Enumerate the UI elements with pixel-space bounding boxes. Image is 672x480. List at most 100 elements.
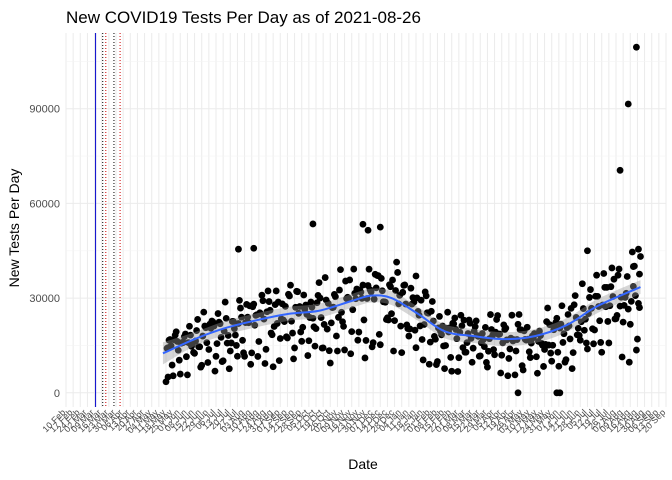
data-point — [498, 351, 506, 359]
data-point — [635, 245, 642, 253]
data-point — [377, 274, 385, 282]
data-point — [553, 314, 561, 322]
data-point — [291, 344, 298, 352]
data-point — [259, 297, 267, 305]
x-axis-title: Date — [348, 456, 378, 472]
data-point — [448, 367, 456, 375]
data-point — [241, 352, 248, 360]
data-point — [557, 320, 565, 328]
data-point — [264, 287, 272, 295]
data-point — [562, 356, 570, 364]
data-point — [406, 325, 414, 333]
data-point — [505, 355, 513, 362]
data-point — [497, 369, 505, 377]
data-point — [362, 337, 370, 344]
y-tick-label: 90000 — [29, 104, 60, 116]
data-point — [471, 323, 479, 331]
data-point — [605, 339, 613, 347]
data-point — [515, 311, 523, 318]
data-point — [359, 220, 367, 228]
data-point — [417, 296, 425, 304]
data-point — [172, 328, 180, 336]
data-point — [196, 343, 204, 351]
data-point — [458, 322, 466, 330]
data-point — [364, 226, 372, 234]
data-point — [523, 323, 531, 331]
data-point — [345, 294, 353, 302]
data-point — [494, 312, 502, 319]
data-point — [628, 248, 636, 256]
data-point — [412, 272, 420, 280]
data-point — [590, 340, 597, 348]
data-point — [584, 247, 591, 255]
data-point — [273, 320, 281, 327]
data-point — [426, 338, 434, 346]
data-point — [225, 365, 233, 373]
data-point — [556, 389, 564, 397]
data-point — [576, 336, 584, 344]
data-point — [637, 253, 644, 260]
data-point — [514, 320, 522, 328]
data-point — [472, 317, 480, 325]
data-point — [261, 360, 269, 367]
data-point — [309, 314, 317, 322]
data-point — [319, 344, 327, 352]
data-point — [312, 325, 320, 333]
data-point — [250, 300, 258, 308]
data-point — [616, 166, 624, 174]
data-point — [485, 347, 492, 355]
data-point — [558, 302, 566, 310]
data-point — [281, 302, 289, 310]
data-point — [596, 317, 604, 325]
data-point — [466, 319, 474, 327]
data-point — [378, 287, 386, 295]
data-point — [593, 271, 601, 279]
data-point — [346, 276, 354, 284]
data-point — [290, 355, 297, 363]
data-point — [381, 298, 389, 306]
data-point — [399, 288, 407, 296]
data-point — [355, 328, 363, 336]
reference-lines — [95, 33, 121, 407]
data-point — [327, 319, 335, 327]
data-point — [376, 223, 384, 231]
y-tick-label: 0 — [54, 388, 60, 400]
data-point — [337, 266, 344, 274]
data-point — [540, 363, 547, 370]
data-point — [168, 361, 176, 369]
data-point — [594, 292, 602, 300]
data-point — [357, 288, 365, 296]
data-point — [231, 331, 239, 339]
data-point — [468, 358, 476, 366]
data-point — [526, 354, 534, 361]
data-point — [407, 284, 415, 292]
data-point — [219, 357, 227, 365]
data-point — [304, 352, 312, 359]
chart-title: New COVID19 Tests Per Day as of 2021-08-… — [66, 8, 421, 27]
data-point — [296, 303, 304, 310]
data-point — [360, 316, 368, 324]
data-point — [629, 263, 637, 270]
data-point — [579, 305, 587, 312]
data-point — [211, 367, 219, 375]
data-point — [294, 288, 302, 296]
data-point — [367, 288, 375, 296]
data-point — [428, 298, 436, 305]
data-point — [214, 310, 222, 317]
data-point — [365, 265, 373, 273]
data-point — [478, 330, 486, 337]
data-point — [324, 299, 332, 307]
data-point — [441, 365, 448, 372]
data-point — [549, 341, 557, 349]
data-point — [397, 322, 405, 330]
data-point — [544, 304, 552, 312]
data-point — [341, 346, 348, 354]
data-point — [227, 339, 235, 347]
data-point — [453, 335, 461, 343]
data-point — [411, 326, 419, 334]
data-point — [527, 339, 535, 347]
data-point — [174, 346, 182, 354]
data-point — [184, 371, 191, 379]
data-point — [584, 345, 591, 353]
data-point — [496, 330, 504, 338]
